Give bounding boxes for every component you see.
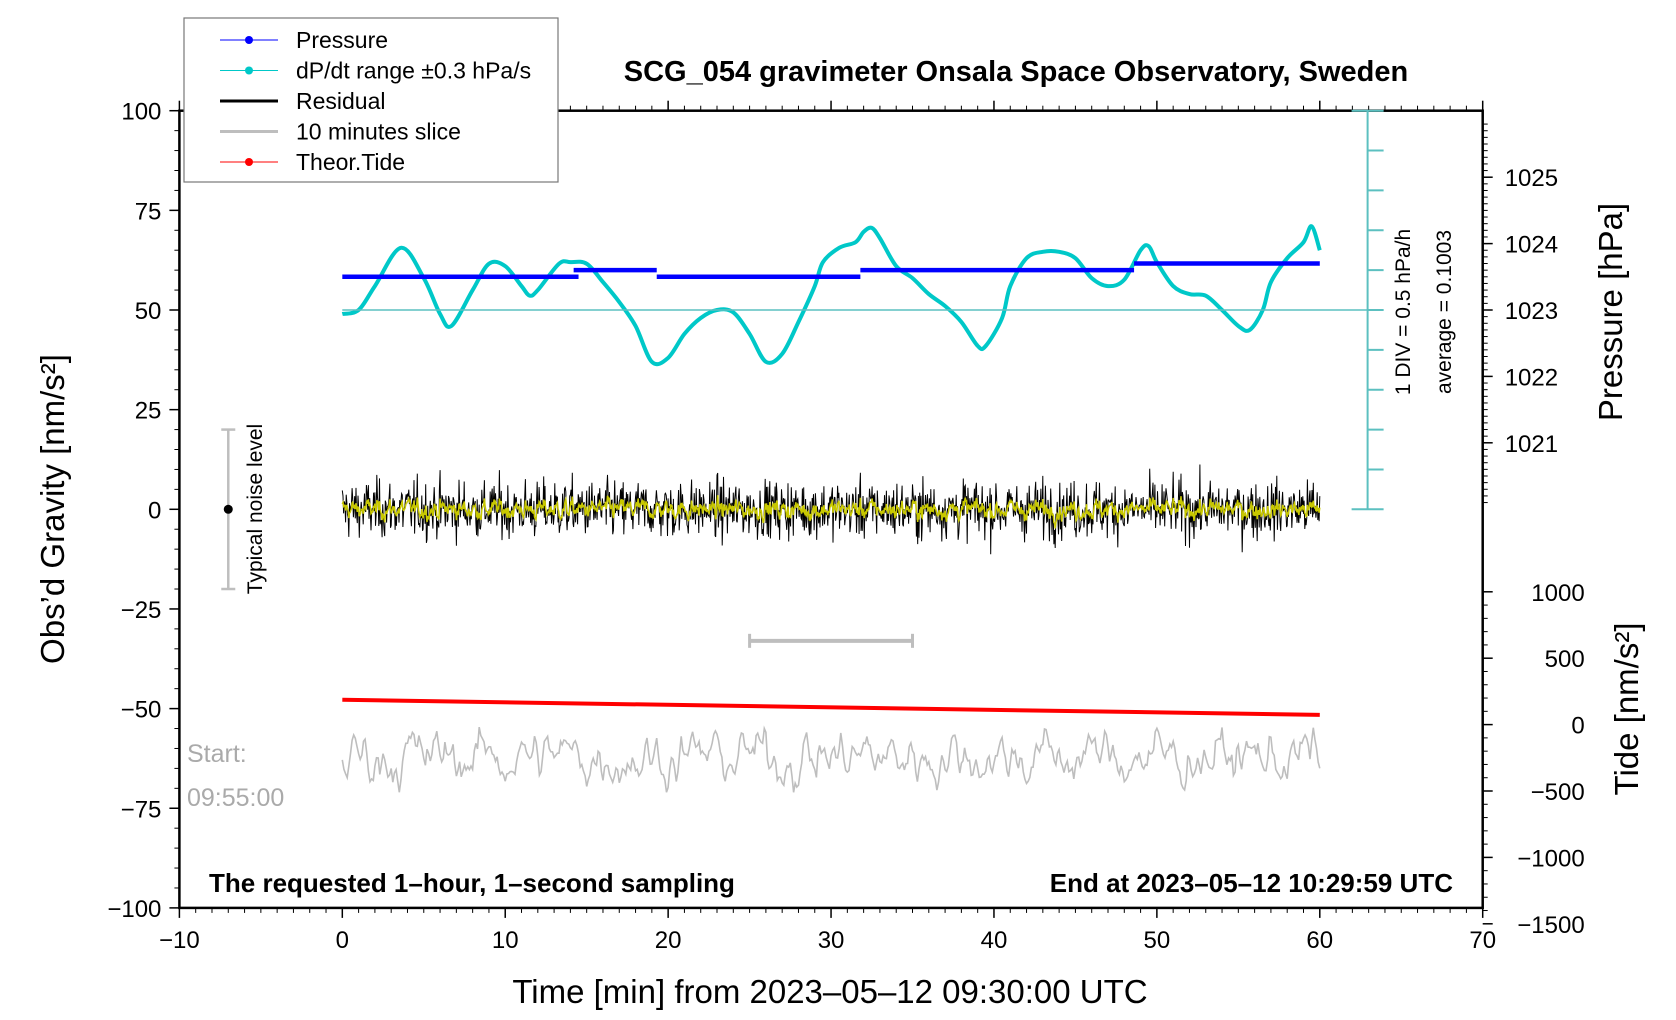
x-tick-label: 10 <box>492 927 519 954</box>
tide-tick-label: −1500 <box>1517 912 1584 939</box>
pressure-tick-label: 1022 <box>1505 364 1558 391</box>
legend-marker <box>245 36 253 44</box>
x-tick-label: 60 <box>1306 927 1333 954</box>
tide-line <box>342 697 1320 717</box>
y-tick-label: 0 <box>148 497 161 524</box>
tide-tick-label: 500 <box>1545 646 1585 673</box>
slice-line <box>341 725 1321 793</box>
sampling-note: The requested 1–hour, 1–second sampling <box>209 868 735 898</box>
y-tick-label: −75 <box>121 796 162 823</box>
pressure-tick-label: 1024 <box>1505 232 1558 259</box>
legend-label: 10 minutes slice <box>296 119 461 145</box>
x-tick-label: 70 <box>1469 927 1496 954</box>
residual-smoothed-line <box>341 495 1321 529</box>
legend-label: Pressure <box>296 27 388 53</box>
y-axis-label-tide: Tide [nm/s²] <box>1608 623 1645 796</box>
dpdt-curve <box>341 224 1322 367</box>
y-tick-label: −100 <box>107 896 161 923</box>
legend-marker <box>245 66 253 75</box>
chart-title: SCG_054 gravimeter Onsala Space Observat… <box>624 56 1408 88</box>
y-tick-label: 75 <box>135 198 162 225</box>
tide-tick-label: 0 <box>1571 713 1584 740</box>
end-time-note: End at 2023–05–12 10:29:59 UTC <box>1050 868 1453 898</box>
tide-tick-label: −1000 <box>1517 845 1584 872</box>
y-tick-label: 100 <box>121 99 161 126</box>
tide-tick-label: 1000 <box>1531 580 1584 607</box>
legend-label: Residual <box>296 88 386 114</box>
noise-level-center-dot <box>223 504 233 514</box>
y-tick-label: −50 <box>121 697 162 724</box>
x-tick-label: 20 <box>655 927 682 954</box>
y-tick-label: −25 <box>121 597 162 624</box>
pressure-tick-label: 1023 <box>1505 298 1558 325</box>
pressure-tick-label: 1025 <box>1505 165 1558 192</box>
y-tick-label: 50 <box>135 298 162 325</box>
x-tick-label: 0 <box>336 927 349 954</box>
y-axis-label-left: Obs’d Gravity [nm/s²] <box>34 354 71 664</box>
x-tick-label: 50 <box>1144 927 1171 954</box>
x-tick-label: −10 <box>159 927 200 954</box>
x-tick-label: 30 <box>818 927 845 954</box>
legend-label: dP/dt range ±0.3 hPa/s <box>296 58 531 84</box>
tide-tick-label: −500 <box>1531 779 1585 806</box>
start-time: 09:55:00 <box>187 784 284 812</box>
dpdt-div-label: 1 DIV = 0.5 hPa/h <box>1392 229 1415 395</box>
legend-marker <box>245 158 253 166</box>
residual-line <box>341 464 1321 555</box>
y-axis-label-pressure: Pressure [hPa] <box>1592 203 1629 421</box>
x-tick-label: 40 <box>981 927 1008 954</box>
pressure-tick-label: 1021 <box>1505 431 1558 458</box>
noise-level-label: Typical noise level <box>244 424 267 594</box>
legend-label: Theor.Tide <box>296 149 405 175</box>
start-label: Start: <box>187 740 247 768</box>
y-tick-label: 25 <box>135 398 162 425</box>
x-axis-label: Time [min] from 2023–05–12 09:30:00 UTC <box>512 973 1147 1010</box>
dpdt-average-label: average = 0.1003 <box>1433 230 1456 394</box>
